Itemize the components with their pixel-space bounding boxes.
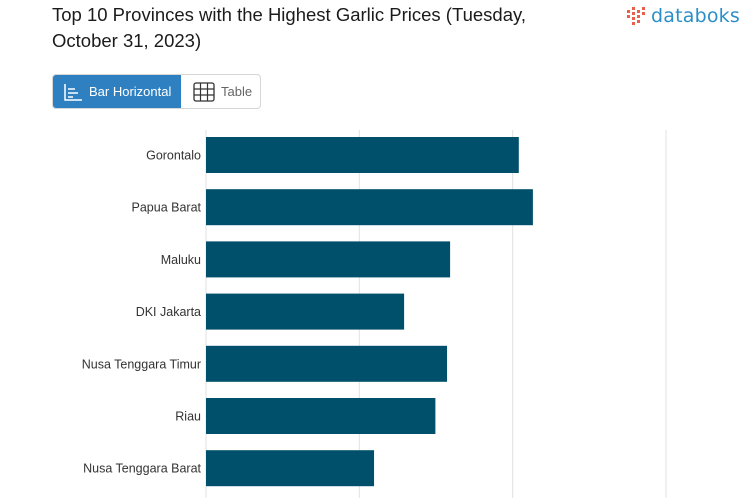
category-label: Nusa Tenggara Barat [83, 462, 201, 476]
view-toggle: Bar Horizontal Table [52, 74, 261, 109]
brand-name: databoks [651, 5, 740, 27]
bar-riau[interactable] [206, 398, 436, 434]
table-button[interactable]: Table [181, 75, 252, 108]
category-label: Gorontalo [146, 149, 201, 163]
chart-title: Top 10 Provinces with the Highest Garlic… [52, 4, 526, 51]
bar-horizontal-button[interactable]: Bar Horizontal [53, 75, 181, 108]
bar-horizontal-label: Bar Horizontal [89, 84, 172, 99]
bar-nusa-tenggara-timur[interactable] [206, 345, 448, 382]
category-label: Maluku [161, 253, 201, 267]
databoks-logo-icon [627, 7, 645, 25]
category-label: Nusa Tenggara Timur [82, 357, 201, 371]
bar-maluku[interactable] [206, 241, 451, 278]
category-label: Papua Barat [132, 201, 202, 215]
table-label: Table [221, 84, 253, 99]
bar-dki-jakarta[interactable] [206, 293, 405, 330]
category-label: Riau [175, 410, 201, 424]
category-label: DKI Jakarta [136, 305, 201, 319]
brand-logo: databoks [626, 3, 740, 29]
bar-nusa-tenggara-barat[interactable] [206, 450, 375, 487]
bar-chart-icon [64, 83, 82, 101]
table-icon [193, 81, 215, 102]
bar-papua-barat[interactable] [206, 189, 533, 226]
bar-gorontalo[interactable] [206, 137, 519, 173]
bar-chart: Gorontalo Papua Barat Maluku DKI Jakarta Nus… [82, 130, 667, 498]
